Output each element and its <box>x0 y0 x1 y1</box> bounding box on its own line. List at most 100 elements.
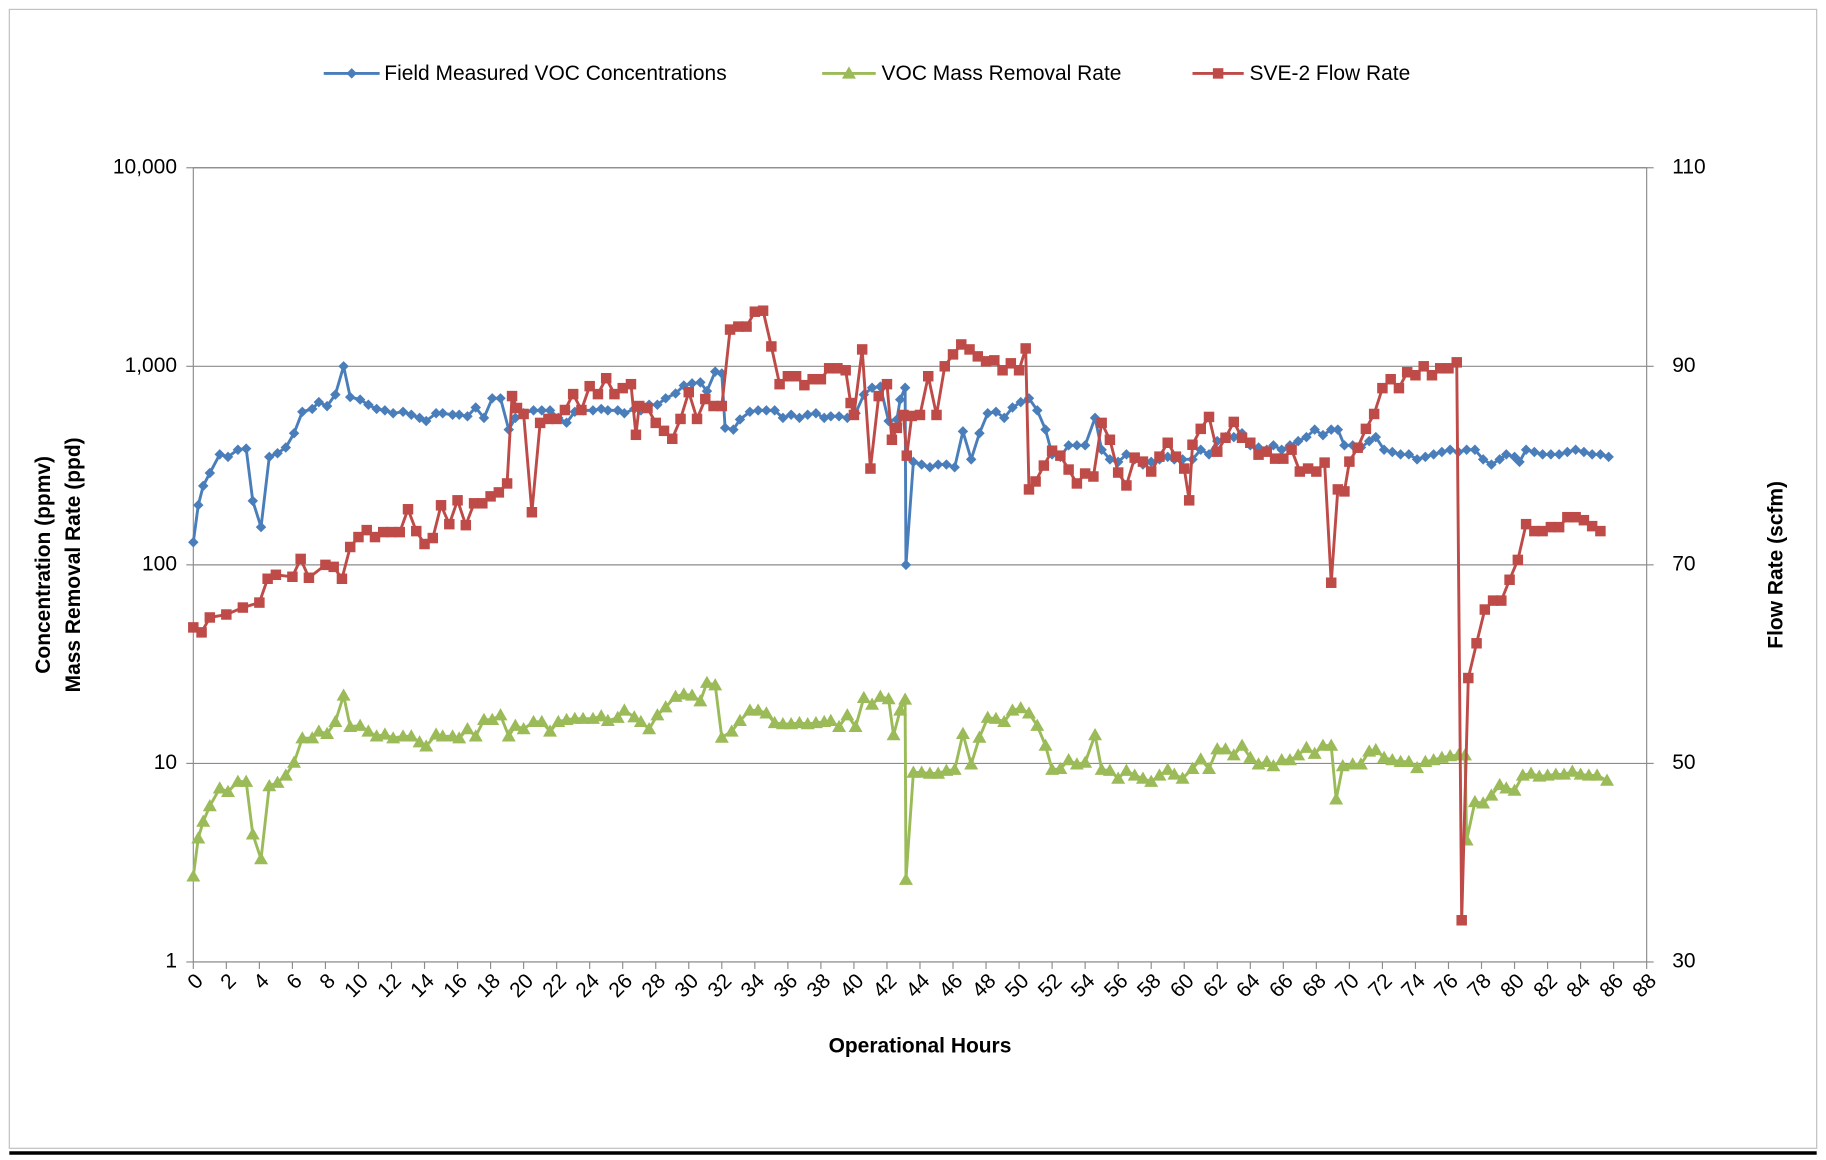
marker <box>733 321 744 332</box>
marker <box>1154 451 1165 462</box>
marker <box>462 411 473 422</box>
marker <box>1053 761 1068 774</box>
marker <box>1071 478 1083 489</box>
x-tick-label: 84 <box>1562 969 1595 1002</box>
y-tick-label: 10 <box>154 751 177 774</box>
marker <box>1299 740 1314 753</box>
marker <box>891 422 903 434</box>
marker <box>1368 408 1380 420</box>
marker <box>939 361 951 372</box>
marker <box>587 405 599 416</box>
marker <box>1121 480 1132 491</box>
marker <box>1507 783 1522 796</box>
marker <box>856 344 868 355</box>
marker <box>886 728 901 741</box>
marker <box>594 709 609 722</box>
marker <box>1476 796 1491 809</box>
marker <box>972 730 987 743</box>
marker <box>295 553 306 565</box>
marker <box>1071 440 1083 451</box>
marker <box>1335 759 1350 772</box>
marker <box>1444 444 1456 455</box>
marker <box>328 561 339 573</box>
marker <box>305 731 320 744</box>
x-tick-label: 22 <box>538 969 571 1002</box>
marker <box>1294 466 1306 477</box>
marker <box>1595 525 1606 537</box>
marker <box>272 447 283 459</box>
marker <box>1600 773 1615 786</box>
x-tick-label: 52 <box>1034 969 1067 1002</box>
marker <box>1078 755 1093 768</box>
x-tick-label: 58 <box>1133 969 1166 1002</box>
marker <box>685 688 700 701</box>
marker <box>245 827 260 840</box>
marker <box>609 388 620 400</box>
x-tick-label: 44 <box>902 969 935 1002</box>
marker <box>650 708 665 721</box>
marker <box>1175 771 1190 784</box>
marker <box>1104 434 1116 446</box>
marker <box>898 409 909 421</box>
marker <box>313 396 325 408</box>
marker <box>941 459 952 470</box>
marker <box>1339 486 1350 497</box>
marker <box>1152 768 1167 781</box>
marker <box>1127 768 1142 781</box>
legend-marker <box>841 66 856 79</box>
marker <box>982 408 993 419</box>
marker <box>759 706 774 719</box>
marker <box>1292 435 1304 447</box>
marker <box>212 781 227 794</box>
marker <box>1167 767 1182 780</box>
marker <box>1456 915 1467 926</box>
marker <box>1046 445 1058 456</box>
marker <box>1325 577 1337 588</box>
marker <box>1218 742 1233 755</box>
marker <box>1578 514 1590 526</box>
marker <box>506 390 518 402</box>
marker <box>700 393 711 405</box>
x-tick-label: 8 <box>315 969 340 994</box>
marker <box>394 526 405 538</box>
marker <box>792 715 807 729</box>
marker <box>1524 766 1539 779</box>
marker <box>1013 701 1028 714</box>
marker <box>544 405 556 416</box>
marker <box>865 463 876 474</box>
marker <box>386 526 397 538</box>
chart-border <box>8 8 1818 1149</box>
marker <box>1469 444 1481 455</box>
marker <box>1486 459 1497 470</box>
marker <box>1291 748 1306 761</box>
marker <box>914 409 926 421</box>
marker <box>988 711 1003 724</box>
marker <box>320 559 331 571</box>
marker <box>997 714 1012 728</box>
marker <box>716 400 728 412</box>
marker <box>1590 768 1605 781</box>
marker <box>1278 453 1289 464</box>
x-tick-label: 46 <box>935 969 968 1002</box>
marker <box>508 718 523 731</box>
marker <box>1586 520 1598 532</box>
y2-tick-label: 30 <box>1672 950 1695 973</box>
marker <box>336 688 351 701</box>
marker <box>658 425 670 437</box>
marker <box>751 703 766 716</box>
marker <box>1032 405 1043 416</box>
marker <box>1007 402 1018 413</box>
marker <box>1061 753 1076 766</box>
marker <box>518 408 529 420</box>
marker <box>957 426 969 437</box>
x-tick-label: 48 <box>968 969 1001 1002</box>
marker <box>1220 432 1231 444</box>
marker <box>501 478 513 489</box>
marker <box>1562 511 1573 523</box>
marker <box>881 378 893 390</box>
marker <box>1410 370 1421 381</box>
marker <box>1329 792 1344 805</box>
marker <box>1317 429 1329 441</box>
y2-tick-label: 110 <box>1672 155 1705 178</box>
marker <box>769 405 780 416</box>
